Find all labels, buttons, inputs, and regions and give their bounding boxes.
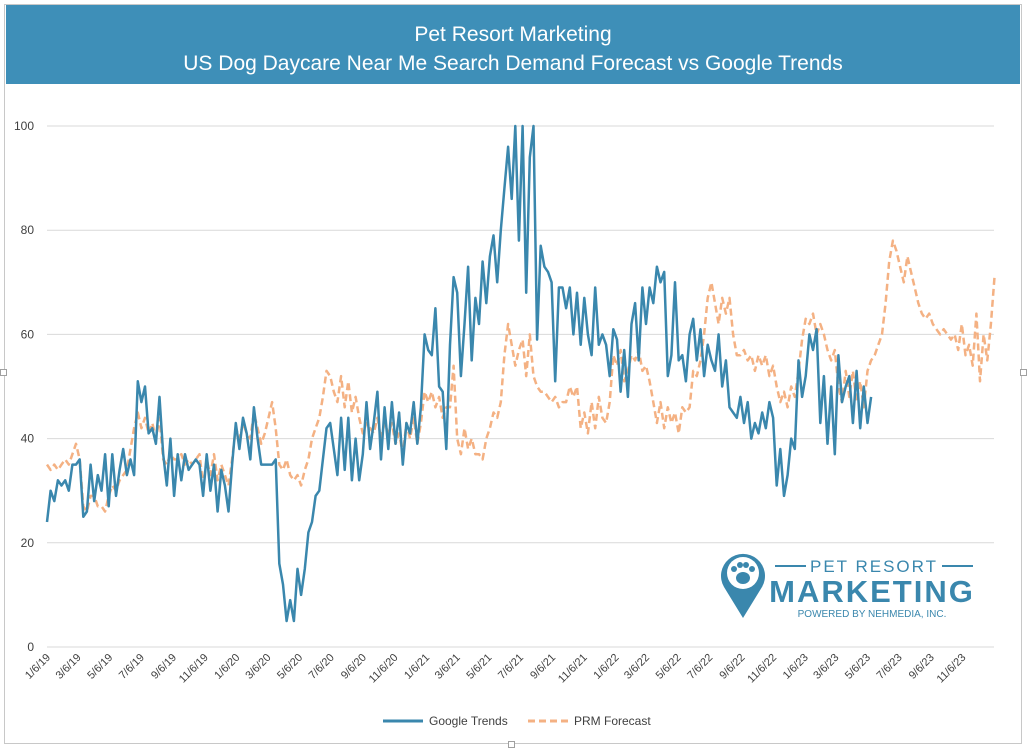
x-tick-label: 9/6/21 [528, 652, 558, 682]
y-tick-label: 40 [21, 432, 35, 446]
x-tick-label: 9/6/22 [717, 652, 747, 682]
y-tick-label: 0 [27, 640, 34, 654]
logo-brand: MARKETING [769, 574, 975, 609]
x-tick-label: 5/6/23 [843, 652, 873, 682]
x-tick-label: 1/6/19 [23, 652, 53, 682]
x-tick-label: 3/6/19 [54, 652, 84, 682]
y-tick-label: 100 [14, 119, 34, 133]
y-tick-label: 80 [21, 223, 35, 237]
x-tick-label: 11/6/19 [177, 652, 211, 686]
x-tick-label: 1/6/21 [402, 652, 432, 682]
resize-handle-left[interactable] [0, 369, 7, 376]
x-tick-label: 3/6/22 [622, 652, 652, 682]
x-tick-label: 9/6/19 [149, 652, 179, 682]
x-tick-label: 11/6/22 [745, 652, 779, 686]
y-tick-label: 20 [21, 536, 35, 550]
legend-label-google-trends: Google Trends [429, 714, 508, 728]
x-tick-label: 3/6/20 [243, 652, 273, 682]
gridlines [47, 125, 994, 648]
legend-label-prm-forecast: PRM Forecast [574, 714, 651, 728]
x-tick-label: 5/6/22 [654, 652, 684, 682]
resize-handle-right[interactable] [1020, 369, 1027, 376]
map-pin-paw-icon [721, 553, 765, 618]
chart-subtitle: US Dog Daycare Near Me Search Demand For… [183, 52, 843, 75]
x-tick-label: 11/6/21 [556, 652, 590, 686]
company-logo: PET RESORT MARKETING POWERED BY NEHMEDIA… [721, 553, 975, 620]
x-tick-label: 7/6/20 [307, 652, 337, 682]
x-tick-label: 1/6/20 [212, 652, 242, 682]
x-tick-label: 7/6/23 [875, 652, 905, 682]
x-tick-label: 1/6/23 [781, 652, 811, 682]
x-tick-label: 3/6/23 [811, 652, 841, 682]
y-axis: 0 20 40 60 80 100 [14, 119, 34, 654]
x-tick-label: 7/6/19 [117, 652, 147, 682]
y-tick-label: 60 [21, 327, 35, 341]
x-tick-label: 5/6/19 [85, 652, 115, 682]
x-tick-label: 5/6/20 [275, 652, 305, 682]
x-tick-label: 1/6/22 [591, 652, 621, 682]
x-tick-label: 9/6/20 [339, 652, 369, 682]
title-banner: Pet Resort Marketing US Dog Daycare Near… [6, 5, 1020, 84]
x-tick-label: 7/6/21 [496, 652, 526, 682]
x-tick-label: 11/6/23 [935, 652, 969, 686]
x-tick-label: 5/6/21 [464, 652, 494, 682]
x-tick-label: 7/6/22 [685, 652, 715, 682]
series-line-google-trends [45, 124, 873, 623]
resize-handle-bottom[interactable] [508, 741, 515, 748]
chart-title: Pet Resort Marketing [414, 23, 612, 46]
logo-tagline: POWERED BY NEHMEDIA, INC. [798, 609, 947, 620]
x-tick-label: 3/6/21 [433, 652, 463, 682]
series-group [45, 124, 996, 623]
legend: Google Trends PRM Forecast [383, 714, 651, 728]
x-tick-label: 11/6/20 [367, 652, 401, 686]
x-tick-label: 9/6/23 [907, 652, 937, 682]
logo-name-line: PET RESORT [810, 557, 938, 576]
